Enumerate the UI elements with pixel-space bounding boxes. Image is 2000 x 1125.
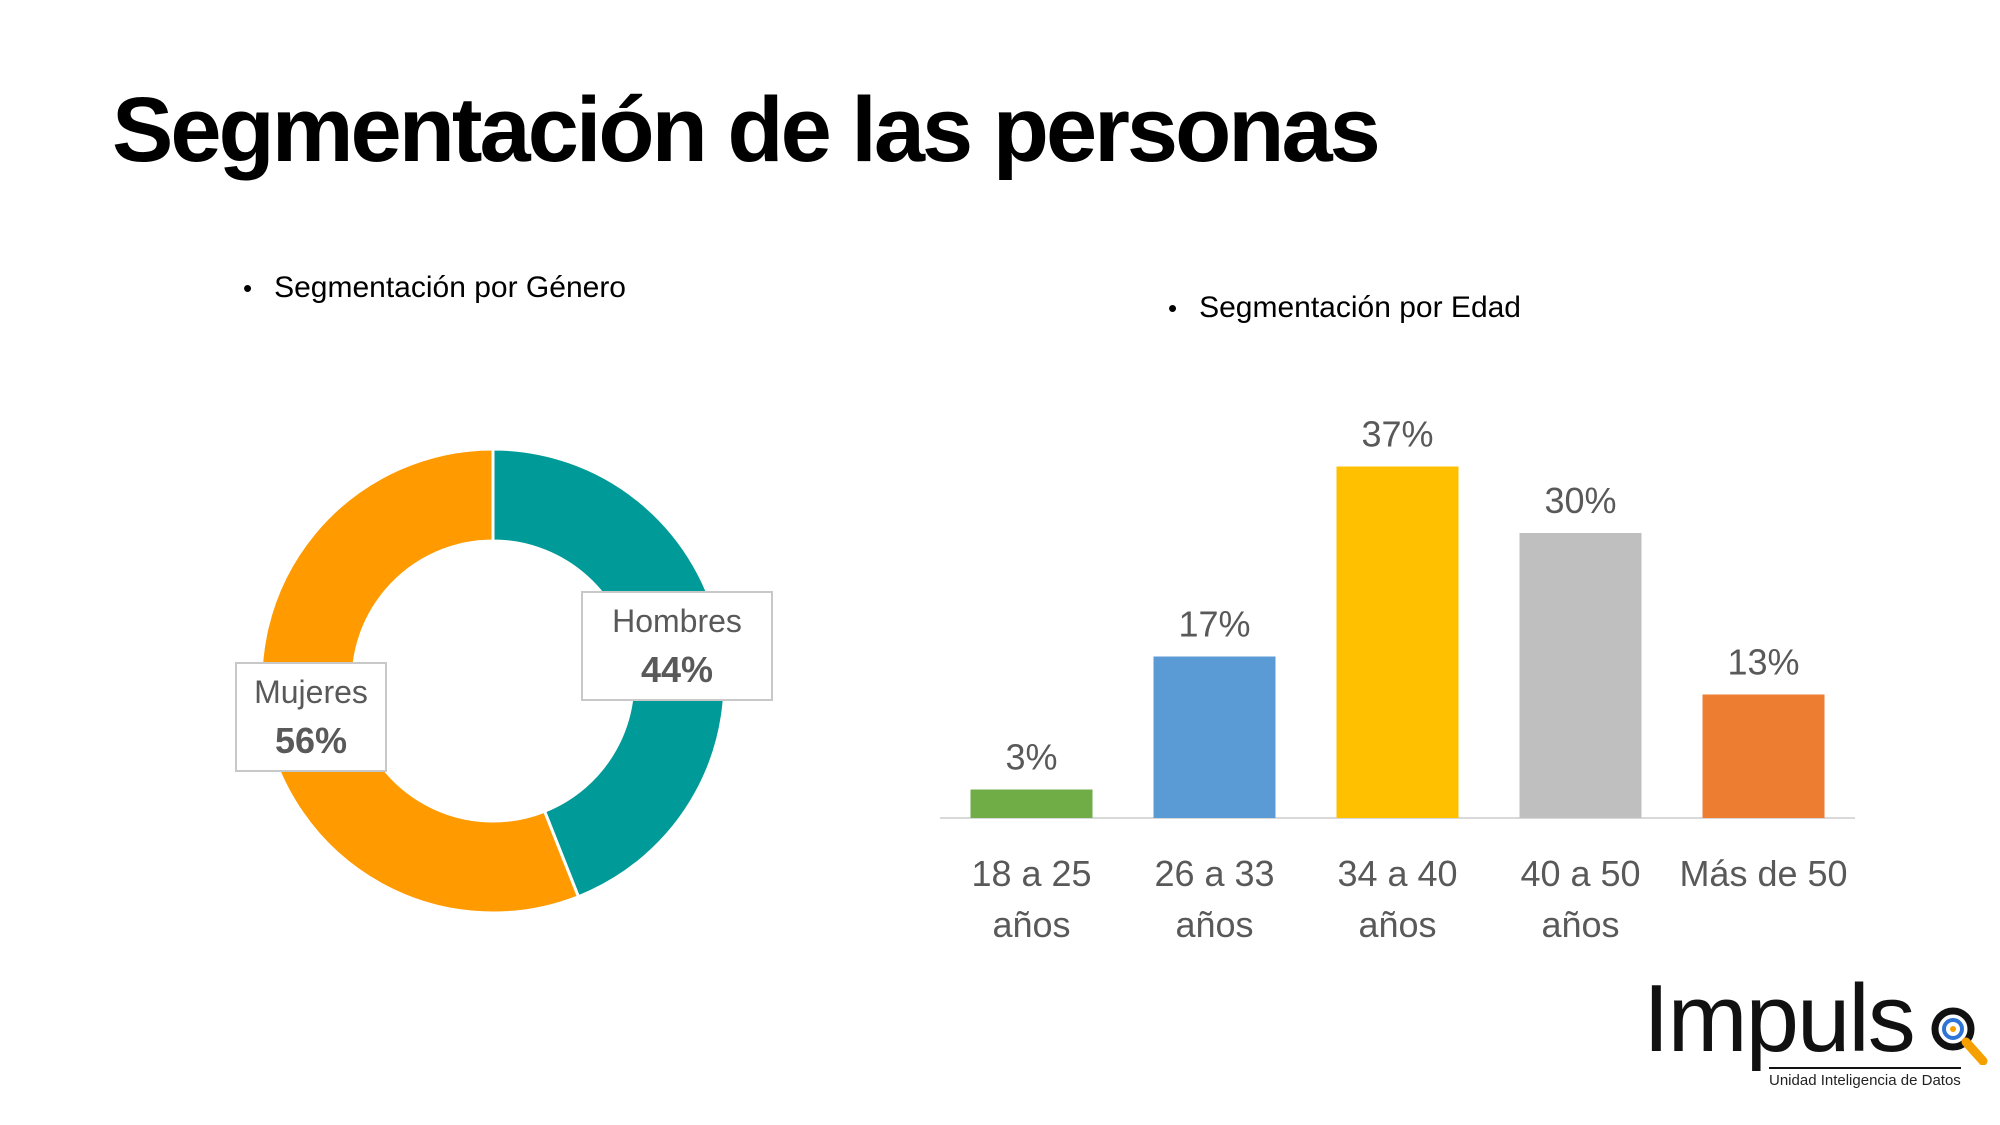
age-bar-chart: 3% 18 a 25 años 17% 26 a 33 años 37% 34 a 40 año… xyxy=(940,414,1855,945)
gender-chart-heading-text: Segmentación por Género xyxy=(274,271,626,304)
x-tick-label: 18 a 25 xyxy=(971,853,1091,894)
donut-label-category: Hombres xyxy=(612,603,742,639)
gender-chart-heading: • Segmentación por Género xyxy=(243,271,626,305)
x-tick-label: años xyxy=(1175,904,1253,945)
callout-box xyxy=(235,662,387,772)
bar-4 xyxy=(1702,694,1825,818)
page-title: Segmentación de las personas xyxy=(112,79,1381,181)
bar-1 xyxy=(1153,656,1276,818)
x-tick-label: Más de 50 xyxy=(1679,853,1847,894)
logo-wordmark: Impuls xyxy=(1643,965,1916,1072)
x-tick-label: años xyxy=(992,904,1070,945)
donut-label-category: Mujeres xyxy=(254,674,368,710)
impulso-logo: Impuls Unidad Inteligencia de Datos xyxy=(1643,971,1988,1095)
bar-data-label: 3% xyxy=(1005,737,1057,778)
donut-label-value: 44% xyxy=(641,649,713,690)
donut-label-value: 56% xyxy=(275,720,347,761)
donut-callout-hombres: Hombres 44% xyxy=(581,591,773,701)
bar-data-label: 30% xyxy=(1544,480,1616,521)
x-tick-label: 26 a 33 xyxy=(1154,853,1274,894)
bullet-glyph: • xyxy=(1168,292,1178,323)
age-chart-heading: • Segmentación por Edad xyxy=(1168,291,1521,325)
x-tick-label: 40 a 50 xyxy=(1520,853,1640,894)
bar-data-label: 13% xyxy=(1727,642,1799,683)
gender-donut-chart: Hombres 44% Mujeres 56% xyxy=(235,447,773,915)
donut-callout-mujeres: Mujeres 56% xyxy=(235,662,387,772)
bar-3 xyxy=(1519,533,1642,818)
x-tick-label: 34 a 40 xyxy=(1337,853,1457,894)
magnifier-icon xyxy=(1931,1007,1988,1065)
bullet-glyph: • xyxy=(243,272,253,303)
bar-data-label: 17% xyxy=(1178,604,1250,645)
age-chart-heading-text: Segmentación por Edad xyxy=(1199,291,1521,324)
x-tick-label: años xyxy=(1358,904,1436,945)
bar-2 xyxy=(1336,466,1459,818)
logo-tagline: Unidad Inteligencia de Datos xyxy=(1769,1067,1961,1089)
bar-data-label: 37% xyxy=(1361,414,1433,455)
x-tick-label: años xyxy=(1541,904,1619,945)
callout-box xyxy=(581,591,773,701)
bar-0 xyxy=(970,789,1093,818)
